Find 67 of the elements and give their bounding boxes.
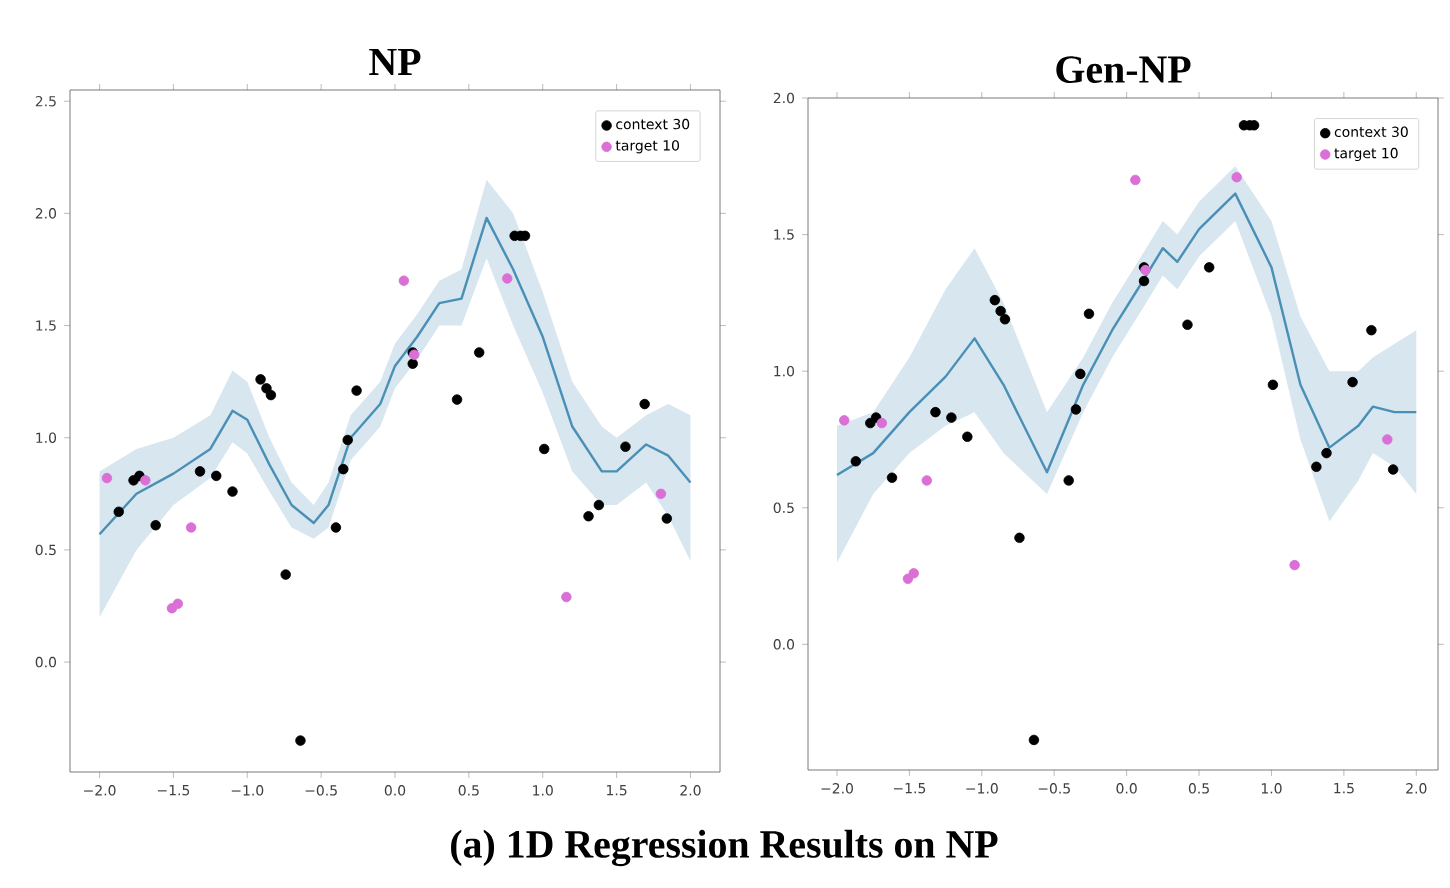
point [1083,308,1095,319]
point [407,358,418,369]
point [1231,172,1242,183]
point [1382,434,1393,445]
point [1321,447,1332,459]
point [502,273,513,284]
point [999,314,1011,325]
point [946,412,957,423]
point [1138,275,1150,287]
point [1311,461,1322,472]
point [172,598,184,609]
point [1366,324,1377,336]
point [593,499,605,511]
line-series [98,216,692,536]
point [185,522,197,533]
point [995,305,1006,317]
point [850,456,861,467]
point [1182,319,1193,330]
point [639,398,650,410]
point [1203,262,1215,273]
point [655,488,667,500]
point [330,522,342,533]
point [989,294,1001,306]
point [295,735,306,746]
point [1075,368,1086,380]
point [338,463,349,475]
point [839,415,850,426]
point [451,394,463,405]
text: (a) 1D Regression Results on NP [451,829,998,867]
point [227,486,238,497]
point [1289,559,1300,571]
point [265,389,277,401]
point [539,443,550,455]
point [876,417,888,429]
point [908,568,919,579]
point [351,385,362,396]
point [1387,464,1399,475]
point [930,406,941,418]
point [474,347,485,358]
point [561,591,572,603]
point [342,434,353,446]
point [280,569,291,580]
chart-title: Gen-NP [1056,56,1191,83]
point [211,470,222,482]
point [620,441,631,452]
point [1028,734,1040,746]
point [886,472,898,483]
point [1347,376,1358,388]
point [261,383,272,394]
point [661,513,673,524]
point [398,275,410,286]
point [1063,475,1074,486]
chart-title: NP [369,48,421,75]
point [140,475,151,486]
point [1130,174,1141,186]
point [255,374,266,385]
point [101,472,113,484]
point [150,520,161,531]
point [194,466,206,477]
point [1014,532,1025,543]
line-series [835,192,1418,477]
point [583,511,594,522]
point [962,431,973,442]
point [113,506,124,517]
point [921,475,932,486]
point [1070,404,1082,415]
point [1267,379,1279,391]
